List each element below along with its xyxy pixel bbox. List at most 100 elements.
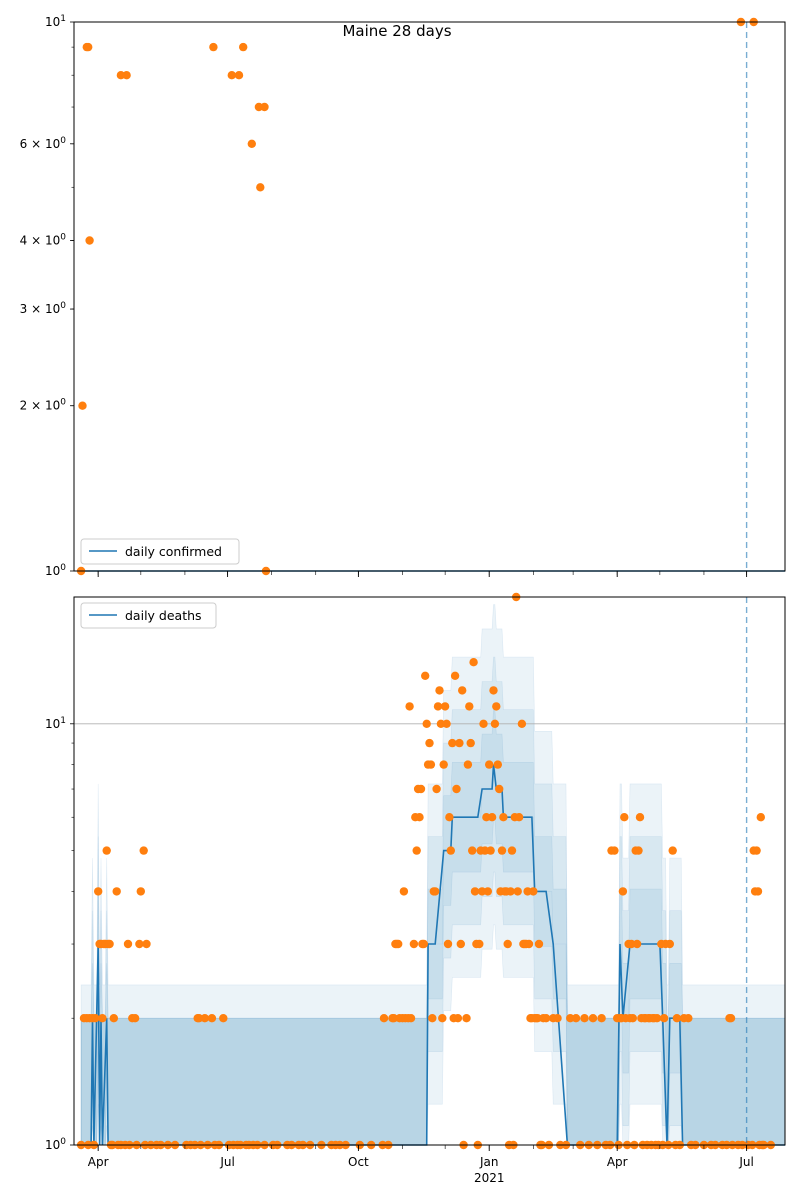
data-point	[91, 1014, 100, 1023]
x-tick-label: Oct	[348, 1155, 369, 1169]
data-point	[455, 738, 464, 748]
data-point	[239, 42, 248, 52]
data-point	[752, 846, 761, 855]
data-point	[84, 42, 93, 52]
data-point	[497, 846, 507, 855]
data-point	[456, 939, 465, 949]
y-tick-label: 101	[45, 716, 66, 731]
data-point	[112, 887, 121, 896]
y-tick-label: 4 × 100	[20, 232, 67, 247]
data-point	[409, 939, 419, 949]
data-point	[534, 939, 544, 949]
data-point	[620, 813, 629, 822]
y-tick-label: 100	[45, 563, 66, 578]
data-point	[422, 719, 431, 728]
data-point	[78, 401, 87, 410]
data-point	[485, 760, 494, 769]
data-point	[492, 702, 501, 711]
data-point	[529, 887, 538, 896]
data-point	[431, 887, 440, 896]
data-point	[412, 846, 421, 855]
data-point	[469, 658, 478, 667]
data-point	[260, 102, 269, 112]
data-point	[541, 1014, 551, 1023]
data-point	[507, 846, 517, 855]
legend-box	[80, 602, 217, 629]
data-point	[489, 686, 498, 695]
data-point	[432, 784, 441, 794]
data-point	[479, 719, 488, 728]
x-tick-label: Jan	[479, 1155, 499, 1169]
data-point	[439, 760, 448, 769]
data-point	[517, 719, 527, 728]
data-point	[415, 813, 424, 822]
data-point	[109, 1014, 119, 1023]
data-point	[219, 1014, 228, 1023]
data-point	[200, 1014, 209, 1023]
data-point	[571, 1014, 581, 1023]
x-tick-label: Jul	[219, 1155, 234, 1169]
data-point	[634, 846, 643, 855]
data-point	[209, 42, 218, 52]
data-point	[450, 671, 460, 680]
y-tick-label: 101	[45, 14, 66, 29]
bottom-axes-frame	[73, 596, 786, 1146]
data-point	[443, 939, 453, 949]
data-point	[234, 71, 244, 80]
data-point	[446, 846, 455, 855]
data-point	[406, 1014, 416, 1023]
legend-label-daily-confirmed: daily confirmed	[125, 544, 222, 559]
data-point	[452, 784, 461, 794]
data-point	[419, 939, 428, 949]
data-point	[94, 887, 103, 896]
data-point	[665, 939, 674, 949]
data-point	[726, 1014, 736, 1023]
data-point	[453, 1014, 463, 1023]
data-point	[524, 939, 534, 949]
data-point	[635, 813, 645, 822]
data-point	[458, 686, 467, 695]
data-point	[672, 1014, 682, 1023]
data-point	[493, 760, 502, 769]
data-point	[425, 738, 434, 748]
data-point	[468, 846, 477, 855]
data-point	[465, 702, 474, 711]
data-point	[85, 236, 94, 245]
data-point	[379, 1014, 389, 1023]
data-point	[632, 939, 642, 949]
credible-bands	[80, 604, 786, 1146]
data-point	[487, 813, 497, 822]
data-point	[394, 939, 403, 949]
data-point	[462, 1014, 471, 1023]
data-point	[668, 846, 677, 855]
data-point	[483, 887, 492, 896]
series-line-daily-deaths	[81, 764, 785, 1146]
data-point	[486, 846, 495, 855]
data-point	[448, 738, 457, 748]
y-tick-label: 2 × 100	[20, 398, 67, 413]
data-point	[588, 1014, 598, 1023]
data-point	[256, 183, 265, 192]
data-point	[597, 1014, 606, 1023]
data-point	[139, 846, 148, 855]
data-point	[135, 939, 144, 949]
data-point	[421, 671, 430, 680]
data-point	[580, 1014, 589, 1023]
data-point	[122, 71, 131, 80]
data-point	[207, 1014, 217, 1023]
data-point	[466, 738, 475, 748]
confirmed-panel: Maine 28 days 100 2 × 100 3 × 100 4 × 100 6 …	[20, 14, 786, 578]
data-point	[445, 813, 454, 822]
data-point	[416, 784, 426, 794]
deaths-legend: daily deaths	[80, 602, 217, 629]
top-axes-frame	[73, 21, 786, 572]
data-point	[499, 813, 508, 822]
data-point	[142, 939, 151, 949]
data-point	[426, 760, 436, 769]
data-point	[756, 813, 765, 822]
data-point	[503, 939, 512, 949]
data-point	[463, 760, 473, 769]
legend-label-daily-deaths: daily deaths	[125, 608, 202, 623]
x-tick-year-label: 2021	[474, 1171, 505, 1185]
